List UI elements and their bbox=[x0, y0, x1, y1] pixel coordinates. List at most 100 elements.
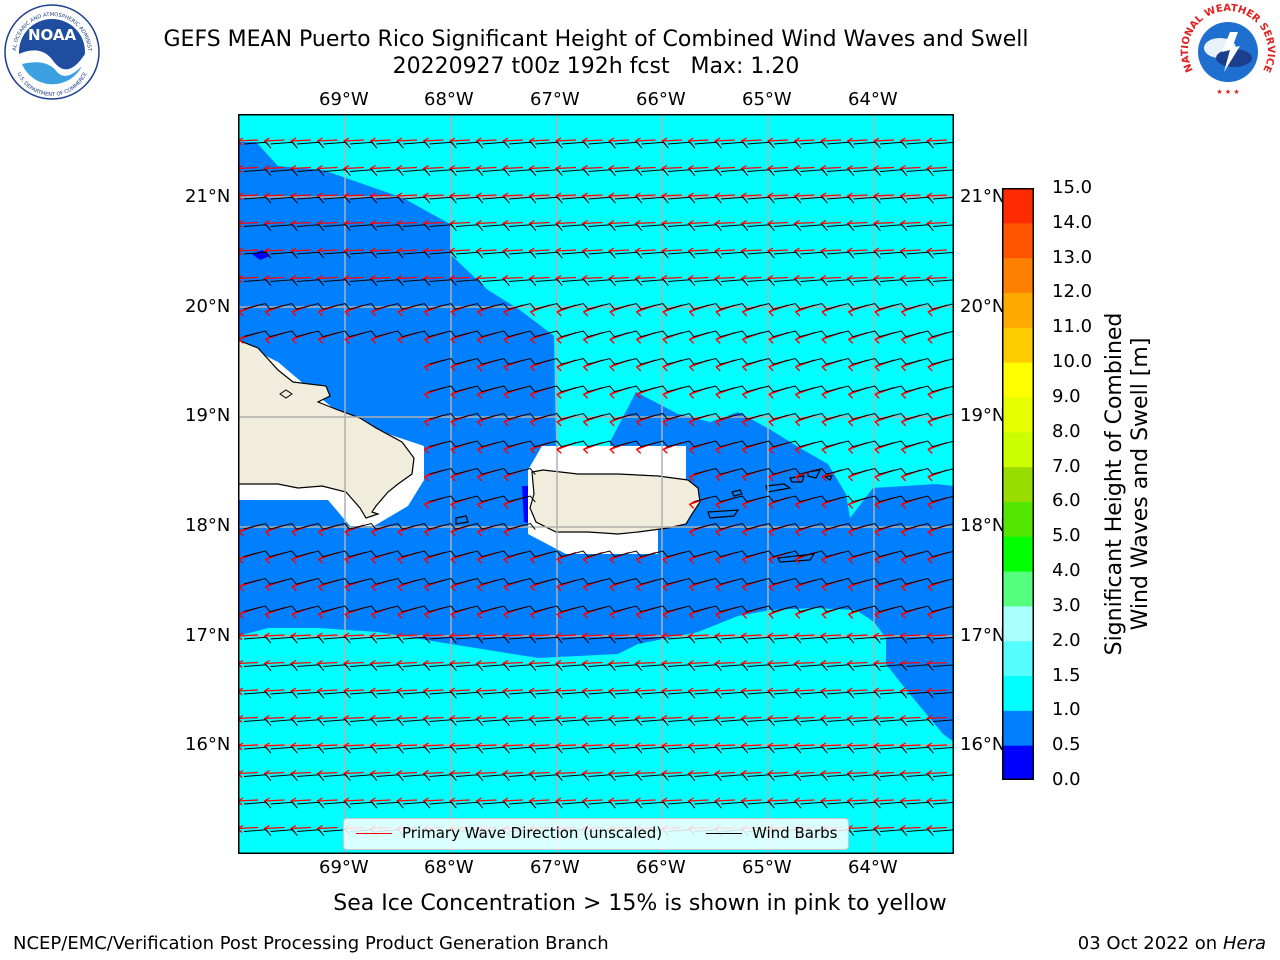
wave-direction-arrow bbox=[741, 249, 762, 252]
wind-barb bbox=[747, 169, 775, 177]
wave-direction-arrow bbox=[820, 634, 842, 637]
wave-direction-arrow bbox=[820, 744, 842, 747]
wave-direction-arrowhead bbox=[476, 500, 484, 509]
wave-direction-arrow bbox=[608, 799, 630, 802]
wave-direction-arrow bbox=[900, 826, 921, 830]
wave-direction-arrow bbox=[635, 661, 656, 665]
wind-barb bbox=[482, 224, 510, 232]
wave-direction-arrow bbox=[741, 139, 762, 142]
wave-direction-arrowhead bbox=[344, 583, 351, 592]
wind-barb bbox=[561, 169, 590, 177]
wave-direction-arrowhead bbox=[503, 335, 510, 344]
wind-barb bbox=[323, 774, 351, 782]
wave-direction-arrow bbox=[926, 661, 948, 665]
wave-direction-arrow bbox=[264, 166, 285, 170]
wind-barb bbox=[455, 774, 484, 782]
colorbar-label-line1: Significant Height of Combined bbox=[1102, 312, 1127, 656]
colorbar-tick-label: 11.0 bbox=[1052, 316, 1093, 338]
wave-direction-arrow bbox=[608, 661, 630, 665]
colorbar-segment bbox=[1002, 536, 1034, 572]
wave-direction-arrow bbox=[582, 799, 603, 802]
wind-barb bbox=[323, 636, 351, 644]
wind-barb bbox=[323, 801, 351, 809]
wind-barb bbox=[720, 636, 749, 644]
colorbar-segment bbox=[1002, 257, 1034, 293]
wind-barb bbox=[270, 746, 298, 754]
wave-direction-arrow bbox=[688, 221, 709, 225]
wind-barb bbox=[296, 196, 325, 204]
wave-direction-arrow bbox=[555, 249, 577, 252]
wind-barb bbox=[879, 829, 908, 837]
wind-barb bbox=[641, 719, 669, 727]
wave-direction-arrowhead bbox=[741, 418, 749, 427]
wind-barb bbox=[243, 719, 272, 727]
wind-barb bbox=[932, 578, 954, 585]
wave-direction-arrow bbox=[926, 716, 948, 720]
wave-direction-arrow bbox=[926, 634, 948, 637]
wind-barb bbox=[376, 196, 404, 204]
lat-label-left: 18°N bbox=[185, 515, 231, 536]
wind-barb bbox=[508, 302, 536, 310]
wind-barb bbox=[826, 141, 855, 149]
wind-barb bbox=[508, 330, 536, 338]
wind-barb bbox=[508, 719, 537, 727]
wave-direction-arrow bbox=[741, 194, 762, 197]
colorbar-tick-label: 3.0 bbox=[1052, 594, 1081, 616]
wind-barb bbox=[561, 357, 589, 365]
wave-direction-arrowhead bbox=[582, 610, 590, 619]
wind-barb bbox=[535, 664, 563, 672]
wave-direction-arrowhead bbox=[423, 363, 431, 372]
wave-direction-arrow bbox=[317, 194, 338, 197]
wave-direction-arrow bbox=[317, 826, 338, 830]
wave-direction-arrow bbox=[290, 634, 312, 637]
wind-barb bbox=[800, 412, 828, 420]
wave-direction-arrow bbox=[608, 194, 630, 197]
wave-direction-arrowhead bbox=[662, 555, 669, 564]
wave-direction-arrow bbox=[264, 139, 285, 142]
wind-barb bbox=[455, 467, 483, 475]
wind-barb bbox=[800, 467, 828, 475]
wave-direction-arrowhead bbox=[768, 528, 775, 537]
wave-direction-arrow bbox=[608, 139, 630, 142]
wave-direction-arrowhead bbox=[847, 473, 855, 482]
wind-barb bbox=[535, 746, 563, 754]
wind-barb bbox=[535, 774, 563, 782]
wave-direction-arrowhead bbox=[927, 335, 934, 344]
wave-direction-arrow bbox=[555, 716, 577, 720]
wave-direction-arrow bbox=[688, 716, 709, 720]
wind-barb bbox=[826, 467, 854, 475]
wind-barb bbox=[694, 746, 722, 754]
wave-direction-arrow bbox=[476, 634, 497, 637]
wave-direction-arrow bbox=[688, 799, 709, 802]
wave-direction-arrow bbox=[449, 634, 471, 637]
wave-direction-arrowhead bbox=[529, 390, 537, 399]
wind-barb bbox=[747, 279, 775, 287]
wave-direction-arrow bbox=[873, 221, 895, 225]
wind-barb bbox=[800, 801, 828, 809]
wind-barb bbox=[853, 357, 881, 365]
wind-barb bbox=[429, 550, 457, 558]
wave-direction-arrowhead bbox=[847, 528, 855, 537]
wave-direction-arrowhead bbox=[370, 610, 378, 619]
wave-direction-arrow bbox=[635, 771, 656, 775]
wave-direction-arrow bbox=[370, 689, 391, 692]
wave-direction-arrowhead bbox=[609, 610, 616, 619]
wave-direction-arrow bbox=[794, 139, 815, 142]
wave-direction-arrowhead bbox=[768, 335, 775, 344]
wave-direction-arrow bbox=[529, 661, 550, 665]
wind-barb bbox=[826, 746, 855, 754]
wave-direction-arrowhead bbox=[741, 335, 749, 344]
wave-direction-arrowhead bbox=[821, 418, 828, 427]
wave-direction-arrow bbox=[582, 276, 603, 280]
wind-barb bbox=[747, 224, 775, 232]
wind-barb bbox=[853, 577, 881, 585]
wave-direction-arrowhead bbox=[688, 308, 696, 317]
wave-direction-arrowhead bbox=[900, 583, 908, 592]
wind-barb bbox=[296, 141, 325, 149]
colorbar-tick-label: 15.0 bbox=[1052, 177, 1093, 198]
wave-direction-arrowhead bbox=[688, 363, 696, 372]
wave-direction-arrow bbox=[290, 689, 312, 692]
wind-barb bbox=[853, 385, 881, 393]
wind-barb bbox=[535, 141, 563, 149]
wind-barb bbox=[535, 302, 563, 310]
